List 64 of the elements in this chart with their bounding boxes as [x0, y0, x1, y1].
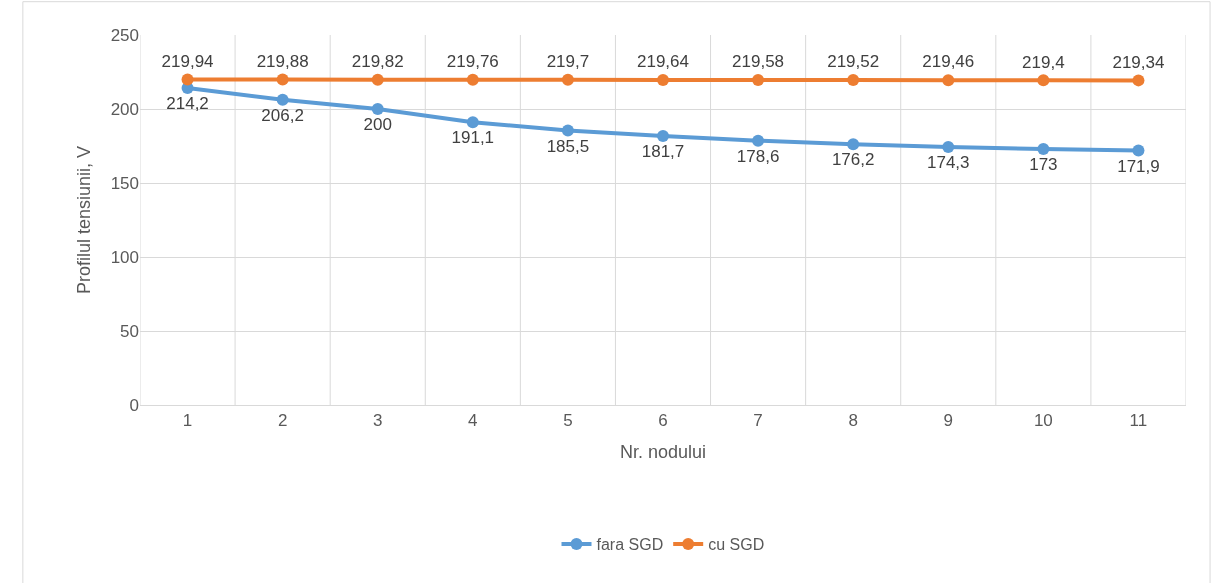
y-axis-title: Profilul tensiunii, V — [73, 145, 94, 295]
x-tick-label: 9 — [943, 411, 953, 431]
point — [657, 130, 669, 143]
point — [561, 73, 574, 86]
point — [847, 74, 860, 87]
data-label: 219,94 — [161, 51, 214, 71]
data-label: 200 — [363, 115, 392, 135]
data-label: 185,5 — [546, 136, 590, 156]
data-label: 219,88 — [256, 51, 309, 71]
data-label: 178,6 — [736, 146, 780, 166]
x-tick-label: 8 — [848, 411, 858, 431]
data-label: 171,9 — [1117, 156, 1160, 176]
y-tick-label: 0 — [129, 395, 139, 415]
data-label: 191,1 — [451, 128, 495, 148]
y-tick-label: 50 — [120, 321, 139, 341]
data-label: 219,52 — [827, 52, 880, 72]
y-tick-label: 150 — [110, 173, 139, 193]
data-label: 176,2 — [831, 150, 875, 170]
point — [371, 103, 384, 115]
x-tick-label: 1 — [182, 411, 193, 431]
point — [561, 124, 574, 137]
x-tick-label: 11 — [1129, 411, 1148, 431]
point — [181, 73, 194, 86]
point — [752, 74, 765, 87]
data-label: 214,2 — [166, 94, 209, 114]
data-label: 219,64 — [637, 52, 689, 72]
x-tick-label: 5 — [563, 411, 573, 431]
point — [847, 138, 860, 151]
y-tick-label: 250 — [110, 25, 139, 45]
data-label: 219,82 — [351, 51, 404, 71]
point — [276, 93, 289, 106]
point — [1037, 142, 1050, 155]
point — [657, 73, 669, 86]
data-label: 181,7 — [641, 142, 685, 162]
data-label: 206,2 — [261, 106, 304, 126]
x-tick-label: 6 — [658, 411, 668, 431]
x-tick-label: 2 — [277, 411, 288, 431]
y-tick-label: 100 — [110, 247, 139, 267]
legend-label: cu SGD — [708, 536, 765, 554]
point — [752, 134, 765, 147]
x-tick-label: 10 — [1033, 411, 1053, 431]
data-label: 219,4 — [1022, 52, 1065, 72]
point — [1037, 74, 1050, 87]
data-label: 219,46 — [922, 52, 975, 72]
data-label: 219,7 — [546, 52, 590, 72]
x-tick-label: 4 — [468, 411, 478, 431]
data-label: 219,58 — [732, 52, 785, 72]
y-tick-label: 200 — [110, 99, 139, 119]
x-tick-label: 7 — [753, 411, 763, 431]
legend-label: fara SGD — [596, 536, 664, 554]
data-label: 219,76 — [446, 52, 499, 72]
point — [1132, 74, 1145, 87]
point — [1132, 144, 1145, 157]
point — [942, 141, 955, 154]
x-axis-title: Nr. nodului — [619, 441, 707, 462]
data-label: 173 — [1029, 155, 1058, 175]
point — [466, 73, 479, 86]
point — [466, 116, 479, 129]
point — [942, 74, 955, 87]
data-label: 174,3 — [927, 153, 970, 173]
data-label: 219,34 — [1112, 52, 1165, 72]
x-tick-label: 3 — [373, 411, 383, 431]
point — [276, 73, 289, 86]
point — [371, 73, 384, 86]
